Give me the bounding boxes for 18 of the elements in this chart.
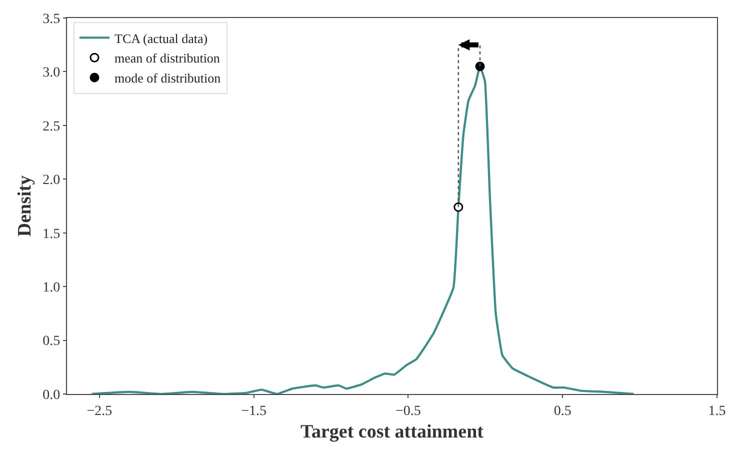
legend-label: mean of distribution [114,50,220,66]
y-tick-label: 3.5 [42,12,60,27]
y-tick-label: 1.5 [42,226,60,242]
y-tick-label: 1.0 [42,280,60,296]
y-tick-label: 2.0 [42,173,60,188]
y-tick-label: 2.5 [42,119,60,134]
x-tick-label: −1.5 [241,404,267,419]
y-axis-title: Density [14,174,36,237]
x-tick-label: 0.5 [554,404,572,419]
x-tick-label: −2.5 [86,404,112,419]
x-tick-label: 1.5 [708,404,726,419]
x-axis-title: Target cost attainment [300,422,484,443]
y-tick-label: 0.5 [42,334,60,350]
y-tick-label: 3.0 [42,66,60,81]
x-tick-label: −0.5 [396,404,421,419]
y-tick-label: 0.0 [42,388,60,403]
legend-label: mode of distribution [114,70,222,86]
legend-label: TCA (actual data) [114,30,208,46]
